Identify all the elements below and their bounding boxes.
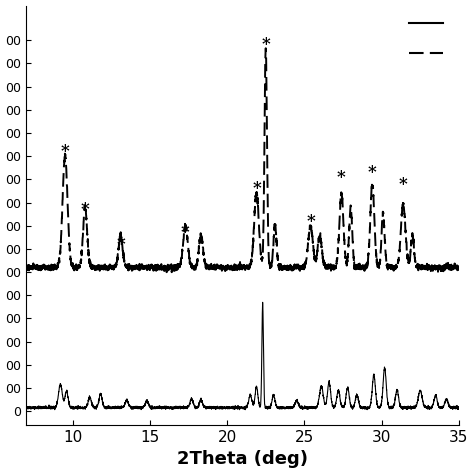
Text: *: * [181,224,190,241]
Text: *: * [399,175,408,192]
Text: *: * [61,143,69,160]
Text: *: * [81,201,90,218]
Text: *: * [261,36,270,54]
Legend: , : , [405,12,452,65]
Text: *: * [252,180,261,197]
Text: *: * [116,236,125,253]
Text: *: * [306,212,315,229]
Text: *: * [337,169,346,185]
X-axis label: 2Theta (deg): 2Theta (deg) [177,450,308,468]
Text: *: * [368,164,377,181]
